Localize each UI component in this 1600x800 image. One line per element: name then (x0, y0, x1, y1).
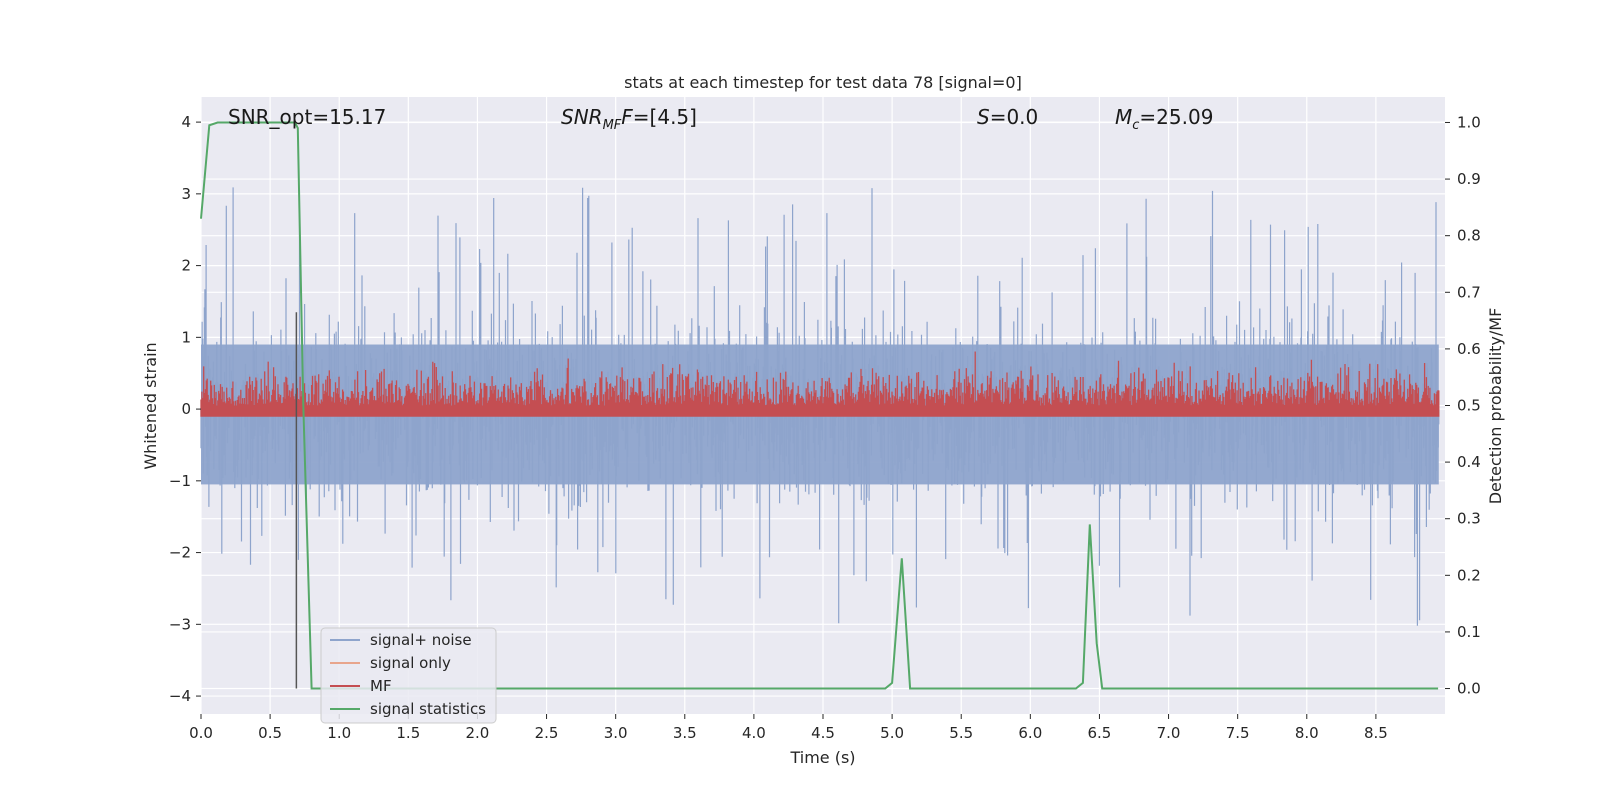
annotation-s-rest: =0.0 (990, 105, 1039, 129)
annotation-mc-main: M (1115, 105, 1132, 129)
annotation-snr-mf-main: SNR (561, 105, 603, 129)
annotation-snr-mf-sub: MF (603, 118, 622, 133)
mf-trace (200, 351, 1440, 417)
chart-title: stats at each timestep for test data 78 … (624, 73, 1022, 92)
x-tick-label: 2.5 (535, 724, 559, 742)
x-tick-label: 4.5 (811, 724, 835, 742)
y-axis-label: Whitened strain (141, 342, 160, 469)
y-tick-label: −2 (169, 544, 191, 562)
annotation-snr-mf-rest: =[4.5] (633, 105, 697, 129)
x-tick-label: 0.5 (258, 724, 282, 742)
y-tick-label: −4 (169, 687, 191, 705)
x-tick-label: 1.5 (396, 724, 420, 742)
series-mf (200, 351, 1440, 417)
x-tick-label: 0.0 (189, 724, 213, 742)
y2-axis-ticks: 1.0 0.9 0.8 0.7 0.6 0.5 0.4 0.3 0.2 0.1 0.0 (1445, 113, 1481, 698)
legend-label-signal-statistics: signal statistics (370, 700, 486, 718)
y2-tick-label: 0.1 (1457, 623, 1481, 641)
y-tick-label: 1 (181, 328, 191, 346)
y-axis-ticks: 4 3 2 1 0 −1 −2 −3 −4 (169, 113, 201, 705)
y2-tick-label: 0.7 (1457, 283, 1481, 301)
legend-label-signal-only: signal only (370, 654, 451, 672)
y2-tick-label: 1.0 (1457, 113, 1481, 131)
legend-label-signal-noise: signal+ noise (370, 631, 472, 649)
x-tick-label: 1.0 (327, 724, 351, 742)
legend-box (320, 627, 497, 724)
x-tick-label: 5.5 (949, 724, 973, 742)
annotation-mc-sub: c (1132, 118, 1139, 133)
legend: signal+ noise signal only MF signal stat… (320, 627, 497, 724)
x-tick-label: 7.5 (1226, 724, 1250, 742)
y-tick-label: 4 (181, 113, 191, 131)
y2-tick-label: 0.8 (1457, 227, 1481, 245)
x-tick-label: 4.0 (742, 724, 766, 742)
y-tick-label: 2 (181, 257, 191, 275)
signal-statistics-line (200, 121, 1439, 690)
y2-tick-label: 0.3 (1457, 510, 1481, 528)
x-axis-ticks: 0.0 0.5 1.0 1.5 2.0 2.5 3.0 3.5 4.0 4.5 5.0 5.5 6.0 6… (189, 714, 1388, 742)
y2-tick-label: 0.9 (1457, 170, 1481, 188)
y2-tick-label: 0.0 (1457, 680, 1481, 698)
x-tick-label: 3.0 (604, 724, 628, 742)
legend-label-mf: MF (370, 677, 392, 695)
x-tick-label: 8.5 (1364, 724, 1388, 742)
annotation-mc-rest: =25.09 (1139, 105, 1213, 129)
y-tick-label: −1 (169, 472, 191, 490)
x-tick-label: 8.0 (1295, 724, 1319, 742)
annotation-snr-mf: SNRMFF=[4.5] (561, 105, 697, 133)
y2-axis-label: Detection probability/MF (1486, 308, 1505, 505)
y-tick-label: −3 (169, 615, 191, 633)
x-tick-label: 6.5 (1088, 724, 1112, 742)
series-signal-statistics (200, 121, 1439, 690)
annotation-s: S=0.0 (977, 105, 1038, 129)
x-tick-label: 6.0 (1018, 724, 1042, 742)
x-tick-label: 3.5 (673, 724, 697, 742)
x-tick-label: 7.0 (1157, 724, 1181, 742)
y2-tick-label: 0.5 (1457, 397, 1481, 415)
y2-tick-label: 0.2 (1457, 566, 1481, 584)
x-axis-label: Time (s) (789, 748, 855, 767)
y2-tick-label: 0.6 (1457, 340, 1481, 358)
x-tick-label: 2.0 (466, 724, 490, 742)
y2-tick-label: 0.4 (1457, 453, 1481, 471)
annotation-mc: Mc=25.09 (1115, 105, 1213, 133)
annotation-s-main: S (977, 105, 990, 129)
x-tick-label: 5.0 (880, 724, 904, 742)
y-tick-label: 3 (181, 185, 191, 203)
annotation-snr-opt: SNR_opt=15.17 (228, 105, 386, 129)
y-tick-label: 0 (181, 400, 191, 418)
